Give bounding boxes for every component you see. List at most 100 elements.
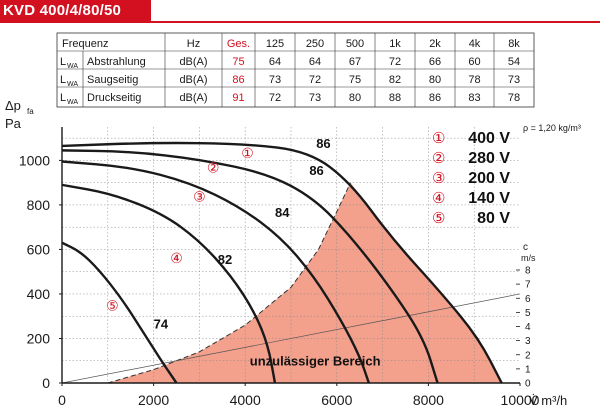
table-cell: 80: [429, 74, 441, 86]
y-tick-label: 600: [27, 241, 51, 257]
table-row-symbol-sub: WA: [67, 99, 78, 106]
table-cell: 54: [508, 56, 520, 68]
efficiency-label: 86: [316, 136, 330, 151]
velocity-reference-line: [61, 293, 521, 384]
table-cell: 73: [269, 74, 281, 86]
table-row-total: 75: [232, 56, 244, 68]
header-rule: [0, 21, 600, 23]
table-cell: 83: [468, 92, 480, 104]
velocity-tick-label: 8: [525, 266, 531, 277]
x-tick-label: 6000: [321, 392, 352, 408]
legend-label: 400 V: [468, 130, 510, 147]
x-tick-label: 10000: [501, 392, 540, 408]
y-axis-label: Δp: [5, 98, 21, 113]
x-tick-label: 4000: [230, 392, 261, 408]
table-header-cell: 1k: [389, 38, 401, 50]
table-cell: 72: [309, 74, 321, 86]
fan-curve-series: [61, 183, 277, 384]
y-tick-label: 200: [27, 330, 51, 346]
velocity-tick-label: 1: [525, 364, 531, 375]
legend-label: 140 V: [468, 190, 510, 207]
x-axis-label: V̇ m³/h: [529, 393, 567, 408]
x-tick-label: 0: [58, 392, 66, 408]
table-header-cell: Ges.: [227, 38, 250, 50]
table-row-symbol-sub: WA: [67, 81, 78, 88]
page-title: KVD 400/4/80/50: [3, 2, 122, 19]
velocity-tick-label: 0: [525, 379, 531, 390]
efficiency-label: 86: [309, 163, 323, 178]
curve-marker: ②: [207, 160, 220, 176]
forbidden-zone-area: [107, 182, 502, 383]
table-cell: 82: [389, 74, 401, 86]
fan-curve-series: [61, 160, 370, 384]
density-note: ρ = 1,20 kg/m³: [523, 123, 581, 133]
table-header-cell: 8k: [508, 38, 520, 50]
legend-marker: ③: [432, 170, 445, 187]
table-cell: 67: [349, 56, 361, 68]
table-cell: 78: [508, 92, 520, 104]
y-tick-label: 400: [27, 286, 51, 302]
table-cell: 73: [309, 92, 321, 104]
y-axis-unit: Pa: [5, 116, 22, 131]
table-cell: 73: [508, 74, 520, 86]
efficiency-label: 74: [154, 316, 169, 331]
legend-label: 80 V: [477, 210, 510, 227]
table-row-label: Druckseitig: [87, 92, 141, 104]
table-cell: 72: [269, 92, 281, 104]
forbidden-zone-label: unzulässiger Bereich: [250, 354, 381, 369]
curve-marker: ③: [193, 189, 206, 205]
legend-marker: ⑤: [432, 210, 445, 227]
table-row-symbol: L: [60, 74, 66, 86]
table-row-unit: dB(A): [179, 74, 207, 86]
curve-marker: ①: [241, 145, 254, 161]
legend-marker: ④: [432, 190, 445, 207]
table-frame: [56, 32, 535, 108]
velocity-tick-label: 5: [525, 308, 531, 319]
table-cell: 64: [309, 56, 321, 68]
table-cell: 86: [429, 92, 441, 104]
table-cell: 78: [468, 74, 480, 86]
legend-marker: ①: [432, 130, 445, 147]
x-tick-label: 2000: [138, 392, 169, 408]
velocity-tick-label: 2: [525, 350, 531, 361]
velocity-axis-unit: m/s: [521, 253, 536, 263]
legend-label: 280 V: [468, 150, 510, 167]
table-cell: 88: [389, 92, 401, 104]
efficiency-label: 84: [275, 205, 290, 220]
table-row-unit: dB(A): [179, 56, 207, 68]
table-cell: 60: [468, 56, 480, 68]
y-axis-label-sub: fa: [27, 107, 34, 116]
velocity-axis-title: c: [523, 242, 528, 253]
table-row-total: 86: [232, 74, 244, 86]
table-row-symbol: L: [60, 56, 66, 68]
table-row-symbol-sub: WA: [67, 63, 78, 70]
x-tick-label: 8000: [413, 392, 444, 408]
table-cell: 64: [269, 56, 281, 68]
table-cell: 75: [349, 74, 361, 86]
velocity-tick-label: 7: [525, 280, 531, 291]
y-tick-label: 0: [42, 375, 50, 391]
velocity-tick-label: 3: [525, 336, 531, 347]
table-cell: 66: [429, 56, 441, 68]
table-row-symbol: L: [60, 92, 66, 104]
table-row-unit: dB(A): [179, 92, 207, 104]
table-header-cell: 500: [346, 38, 364, 50]
y-tick-label: 1000: [19, 152, 50, 168]
y-tick-label: 800: [27, 197, 51, 213]
table-header-frequenz: Frequenz: [62, 38, 108, 50]
table-header-cell: 4k: [469, 38, 481, 50]
legend-label: 200 V: [468, 170, 510, 187]
table-header-cell: 2k: [429, 38, 441, 50]
fan-curve-series: [61, 241, 178, 384]
fan-curve-series: [61, 141, 503, 384]
table-header-cell: Hz: [187, 38, 200, 50]
header-band: KVD 400/4/80/50: [0, 0, 151, 22]
efficiency-label: 82: [218, 252, 232, 267]
table-row-total: 91: [232, 92, 244, 104]
velocity-tick-label: 6: [525, 294, 531, 305]
fan-curve-series: [61, 149, 439, 384]
velocity-tick-label: 4: [525, 322, 531, 333]
table-cell: 80: [349, 92, 361, 104]
table-row-label: Abstrahlung: [87, 56, 146, 68]
